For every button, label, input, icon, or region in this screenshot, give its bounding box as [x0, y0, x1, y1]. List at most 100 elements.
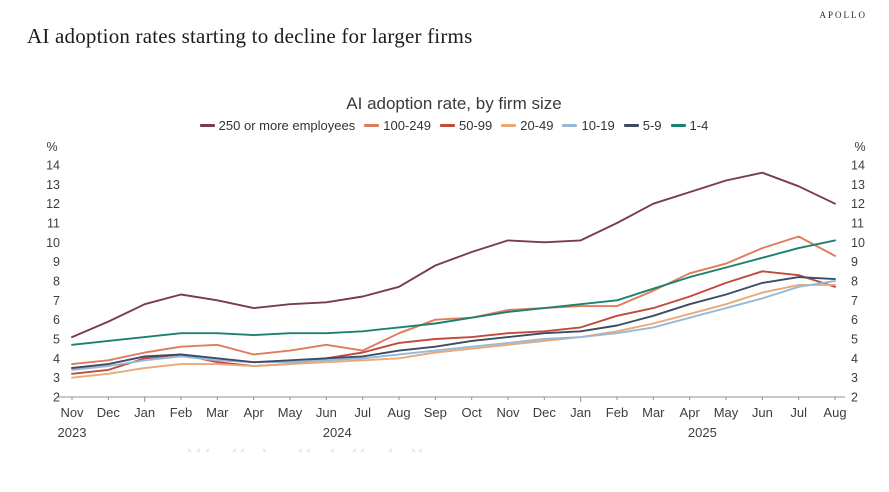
legend-item-10-19: 10-19 — [562, 118, 615, 133]
faint-cropped-text-remnant — [197, 449, 200, 452]
y-tick-label-left: 4 — [53, 352, 60, 366]
x-tick-label: Jul — [790, 405, 807, 420]
legend-label: 50-99 — [458, 118, 493, 133]
series-line-10-19 — [71, 280, 836, 371]
series-line-50-99 — [71, 270, 836, 375]
x-tick-label: Apr — [244, 405, 265, 420]
x-tick-label: Aug — [823, 405, 846, 420]
legend-swatch-line — [199, 124, 215, 127]
faint-cropped-text-remnant — [233, 449, 236, 452]
y-tick-label-right: 8 — [851, 275, 858, 289]
chart-legend: 250 or more employees 100-249 50-99 20-49 10… — [20, 118, 888, 133]
y-tick-label-left: 8 — [53, 275, 60, 289]
x-tick-label: Aug — [387, 405, 410, 420]
legend-swatch-line — [501, 124, 517, 127]
legend-item-1-4: 1-4 — [670, 118, 709, 133]
legend-item-5-9: 5-9 — [623, 118, 662, 133]
series-line-1-4 — [71, 239, 836, 346]
x-tick-label: Sep — [424, 405, 447, 420]
faint-cropped-text-remnant — [206, 449, 209, 452]
y-tick-label-right: 3 — [851, 371, 858, 385]
series-line-5-9 — [71, 276, 836, 369]
y-tick-label-left: 14 — [46, 159, 60, 173]
y-tick-label-left: 12 — [46, 197, 60, 211]
faint-cropped-text-remnant — [188, 449, 191, 452]
legend-swatch-line — [439, 124, 455, 127]
series-line-20-49 — [71, 283, 836, 379]
y-tick-label-left: 6 — [53, 313, 60, 327]
x-tick-label: Jul — [354, 405, 371, 420]
x-tick-label: May — [278, 405, 303, 420]
y-tick-label-right: 14 — [851, 159, 865, 173]
x-tick-label: May — [714, 405, 739, 420]
y-tick-label-left: 13 — [46, 178, 60, 192]
y-tick-label-left: 10 — [46, 236, 60, 250]
legend-item-250-or-more-employees: 250 or more employees — [199, 118, 356, 133]
y-tick-label-right: 9 — [851, 255, 858, 269]
faint-cropped-text-remnant — [353, 449, 356, 452]
x-tick-label: Jun — [316, 405, 337, 420]
y-tick-label-left: 2 — [53, 391, 60, 405]
legend-label: 5-9 — [642, 118, 662, 133]
y-tick-label-right: 13 — [851, 178, 865, 192]
y-tick-label-right: 11 — [851, 217, 864, 231]
page-title: AI adoption rates starting to decline fo… — [27, 24, 473, 48]
x-tick-label: Jan — [134, 405, 155, 420]
y-axis-unit-left: % — [46, 140, 57, 154]
faint-cropped-text-remnant — [419, 449, 422, 452]
y-tick-label-right: 7 — [851, 294, 858, 308]
x-tick-label: Feb — [606, 405, 628, 420]
legend-swatch-line — [623, 124, 639, 127]
y-tick-label-left: 11 — [47, 217, 60, 231]
x-tick-label: Jun — [752, 405, 773, 420]
x-tick-label: Dec — [533, 405, 557, 420]
faint-cropped-text-remnant — [263, 449, 266, 452]
x-tick-label: Oct — [462, 405, 483, 420]
legend-label: 100-249 — [383, 118, 431, 133]
series-line-100-249 — [71, 235, 836, 366]
chart-title: AI adoption rate, by firm size — [346, 94, 562, 113]
x-tick-label: Dec — [97, 405, 121, 420]
faint-cropped-text-remnant — [361, 449, 364, 452]
legend-label: 10-19 — [581, 118, 615, 133]
x-tick-label: Nov — [60, 405, 84, 420]
faint-cropped-text-remnant — [299, 449, 302, 452]
x-tick-label: Jan — [570, 405, 591, 420]
x-tick-label: Nov — [496, 405, 520, 420]
x-year-label: 2024 — [323, 425, 352, 440]
chart-header: AI adoption rate, by firm size 250 or mo… — [20, 94, 888, 133]
y-tick-label-left: 3 — [53, 371, 60, 385]
faint-cropped-text-remnant — [241, 449, 244, 452]
faint-cropped-text-remnant — [307, 449, 310, 452]
legend-label: 20-49 — [520, 118, 554, 133]
series-line-250-or-more-employees — [71, 171, 836, 339]
faint-cropped-text-remnant — [331, 449, 334, 452]
y-tick-label-right: 10 — [851, 236, 865, 250]
legend-label: 250 or more employees — [218, 118, 356, 133]
x-tick-label: Feb — [170, 405, 192, 420]
faint-cropped-text-remnant — [389, 449, 392, 452]
y-tick-label-left: 9 — [53, 255, 60, 269]
legend-swatch-line — [562, 124, 578, 127]
y-tick-label-right: 2 — [851, 391, 858, 405]
y-tick-label-left: 7 — [53, 294, 60, 308]
x-tick-label: Mar — [642, 405, 665, 420]
legend-item-100-249: 100-249 — [364, 118, 431, 133]
x-tick-label: Apr — [680, 405, 701, 420]
y-tick-label-right: 5 — [851, 333, 858, 347]
legend-label: 1-4 — [689, 118, 709, 133]
faint-cropped-text-remnant — [412, 449, 415, 452]
y-tick-label-left: 5 — [53, 333, 60, 347]
y-axis-unit-right: % — [854, 140, 865, 154]
x-tick-label: Mar — [206, 405, 229, 420]
y-tick-label-right: 4 — [851, 352, 858, 366]
legend-swatch-line — [670, 124, 686, 127]
y-tick-label-right: 6 — [851, 313, 858, 327]
legend-swatch-line — [364, 124, 380, 127]
x-year-label: 2025 — [688, 425, 717, 440]
legend-item-50-99: 50-99 — [439, 118, 493, 133]
legend-item-20-49: 20-49 — [501, 118, 553, 133]
apollo-logo: APOLLO — [819, 10, 867, 20]
